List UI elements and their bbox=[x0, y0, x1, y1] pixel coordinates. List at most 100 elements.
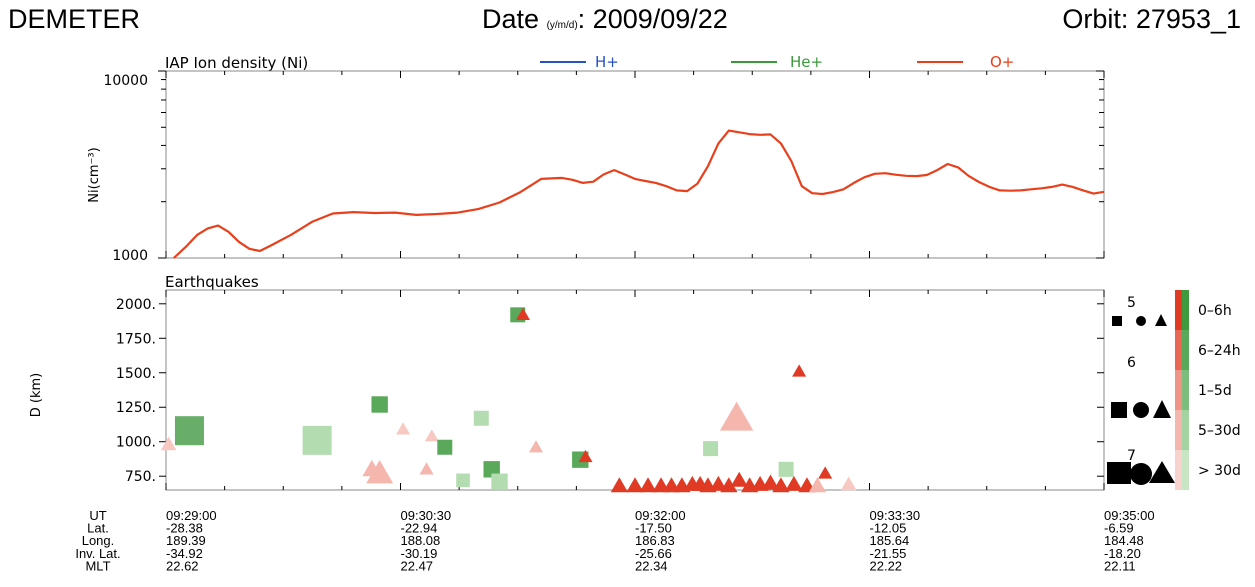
info-row-value: 189.39 bbox=[166, 533, 206, 548]
info-row-label: Lat. bbox=[87, 521, 109, 536]
earthquake-square-marker bbox=[302, 425, 332, 455]
mission-name: DEMETER bbox=[8, 4, 141, 34]
info-row-value: 22.34 bbox=[635, 558, 668, 573]
earthquake-triangle-marker bbox=[578, 449, 593, 463]
earthquake-square-marker bbox=[371, 396, 388, 413]
info-row-value: -25.66 bbox=[635, 546, 672, 561]
earthquakes-ticks bbox=[159, 290, 1105, 490]
earthquake-markers bbox=[160, 307, 857, 493]
ion-density-ylabel: Ni(cm⁻³) bbox=[87, 147, 102, 202]
info-row-value: 184.48 bbox=[1104, 533, 1144, 548]
legend-circle-mag5 bbox=[1136, 316, 1146, 326]
earthquake-triangle-marker bbox=[610, 477, 628, 493]
color-legend-swatch-red bbox=[1175, 410, 1182, 450]
legend-circle-mag6 bbox=[1133, 402, 1149, 418]
info-row-value: 09:30:30 bbox=[401, 508, 452, 523]
earthquake-triangle-marker bbox=[160, 436, 177, 451]
earthquake-triangle-marker bbox=[785, 475, 803, 491]
color-legend-swatch-red bbox=[1175, 370, 1182, 410]
color-legend-swatch-green bbox=[1182, 370, 1189, 410]
info-row-value: -6.59 bbox=[1104, 521, 1134, 536]
info-row-value: 09:35:00 bbox=[1104, 508, 1155, 523]
earthquake-triangle-marker bbox=[709, 475, 728, 491]
ion-density-ytick-label: 10000 bbox=[103, 73, 148, 89]
color-legend-label: 5–30d bbox=[1198, 423, 1241, 439]
date-value: : 2009/09/22 bbox=[577, 4, 728, 34]
info-row-value: 09:29:00 bbox=[166, 508, 217, 523]
earthquake-triangle-marker bbox=[366, 459, 394, 484]
magnitude-legend: 5 6 7 bbox=[1107, 295, 1175, 485]
earthquake-triangle-marker bbox=[772, 477, 790, 493]
earthquake-triangle-marker bbox=[719, 401, 754, 431]
ion-density-legend: H+ He+ O+ bbox=[540, 53, 1014, 71]
earthquake-triangle-marker bbox=[761, 474, 780, 490]
earthquakes-ytick-label: 750. bbox=[125, 469, 156, 485]
color-legend-swatch-red bbox=[1175, 450, 1182, 490]
earthquake-triangle-marker bbox=[730, 471, 748, 487]
legend-square-mag6 bbox=[1111, 402, 1127, 418]
earthquake-square-marker bbox=[703, 441, 719, 457]
earthquake-triangle-marker bbox=[808, 477, 827, 493]
legend-square-mag5 bbox=[1112, 316, 1122, 326]
magnitude-label-6: 6 bbox=[1127, 355, 1136, 371]
info-row-value: 188.08 bbox=[401, 533, 441, 548]
info-row-label: Inv. Lat. bbox=[75, 546, 120, 561]
earthquakes-ytick-label: 1000. bbox=[116, 435, 156, 451]
earthquake-square-marker bbox=[174, 416, 204, 446]
ion-density-title: IAP Ion density (Ni) bbox=[165, 54, 308, 72]
legend-circle-mag7 bbox=[1130, 463, 1152, 485]
info-row-value: 09:32:00 bbox=[635, 508, 686, 523]
ion-density-ytick-label: 1000 bbox=[112, 248, 148, 264]
info-row-value: 186.83 bbox=[635, 533, 675, 548]
earthquakes-ytick-labels: 2000. 1750. 1500. 1250. 1000. 750. bbox=[116, 297, 156, 485]
date-label: Date bbox=[482, 4, 540, 34]
earthquake-triangle-marker bbox=[424, 429, 439, 442]
legend-label-he-plus: He+ bbox=[790, 53, 823, 71]
earthquakes-title: Earthquakes bbox=[165, 273, 259, 291]
earthquake-triangle-marker bbox=[818, 466, 833, 479]
earthquake-triangle-marker bbox=[419, 462, 434, 475]
color-legend-swatch-green bbox=[1182, 410, 1189, 450]
magnitude-label-7: 7 bbox=[1127, 448, 1136, 464]
legend-label-o-plus: O+ bbox=[990, 53, 1014, 71]
earthquakes-ylabel: D (km) bbox=[29, 373, 44, 417]
ion-density-plot-frame bbox=[165, 70, 1105, 259]
earthquakes-ytick-label: 2000. bbox=[116, 297, 156, 313]
info-row-value: -34.92 bbox=[166, 546, 203, 561]
info-row-label: Long. bbox=[82, 533, 115, 548]
info-row-value: 22.47 bbox=[401, 558, 434, 573]
color-legend-swatch-green bbox=[1182, 290, 1189, 330]
color-legend-label: 1–5d bbox=[1198, 383, 1232, 399]
orbit-info-table: UT 09:29:00 09:30:30 09:32:00 09:33:30 09:35:… bbox=[75, 508, 1154, 573]
legend-square-mag7 bbox=[1107, 462, 1131, 484]
info-row-label: MLT bbox=[85, 558, 110, 573]
earthquake-square-marker bbox=[437, 439, 453, 455]
earthquakes-ytick-label: 1250. bbox=[116, 400, 156, 416]
earthquakes-plot-frame bbox=[165, 289, 1105, 491]
info-row-value: 22.62 bbox=[166, 558, 199, 573]
earthquake-triangle-marker bbox=[792, 364, 807, 377]
earthquake-square-marker bbox=[456, 473, 470, 488]
color-legend-swatch-green bbox=[1182, 450, 1189, 490]
legend-label-h-plus: H+ bbox=[595, 53, 619, 71]
earthquakes-ytick-label: 1500. bbox=[116, 366, 156, 382]
info-row-value: 22.22 bbox=[870, 558, 903, 573]
date-header: Date (y/m/d): 2009/09/22 bbox=[482, 4, 728, 35]
color-legend-label: 6–24h bbox=[1198, 343, 1241, 359]
info-row-value: 185.64 bbox=[870, 533, 910, 548]
info-row-value: -30.19 bbox=[401, 546, 438, 561]
info-row-value: -22.94 bbox=[401, 521, 438, 536]
legend-triangle-mag7 bbox=[1149, 461, 1175, 483]
earthquake-square-marker bbox=[491, 473, 508, 490]
earthquake-triangle-marker bbox=[396, 422, 411, 435]
magnitude-label-5: 5 bbox=[1127, 295, 1136, 311]
earthquake-triangle-marker bbox=[528, 440, 544, 453]
earthquake-triangle-marker bbox=[840, 476, 857, 491]
earthquake-square-marker bbox=[778, 461, 794, 477]
o-plus-series-line bbox=[173, 129, 1105, 259]
earthquake-square-marker bbox=[483, 461, 500, 478]
info-row-value: 09:33:30 bbox=[870, 508, 921, 523]
info-row-label: UT bbox=[89, 508, 106, 523]
info-row-value: -12.05 bbox=[870, 521, 907, 536]
